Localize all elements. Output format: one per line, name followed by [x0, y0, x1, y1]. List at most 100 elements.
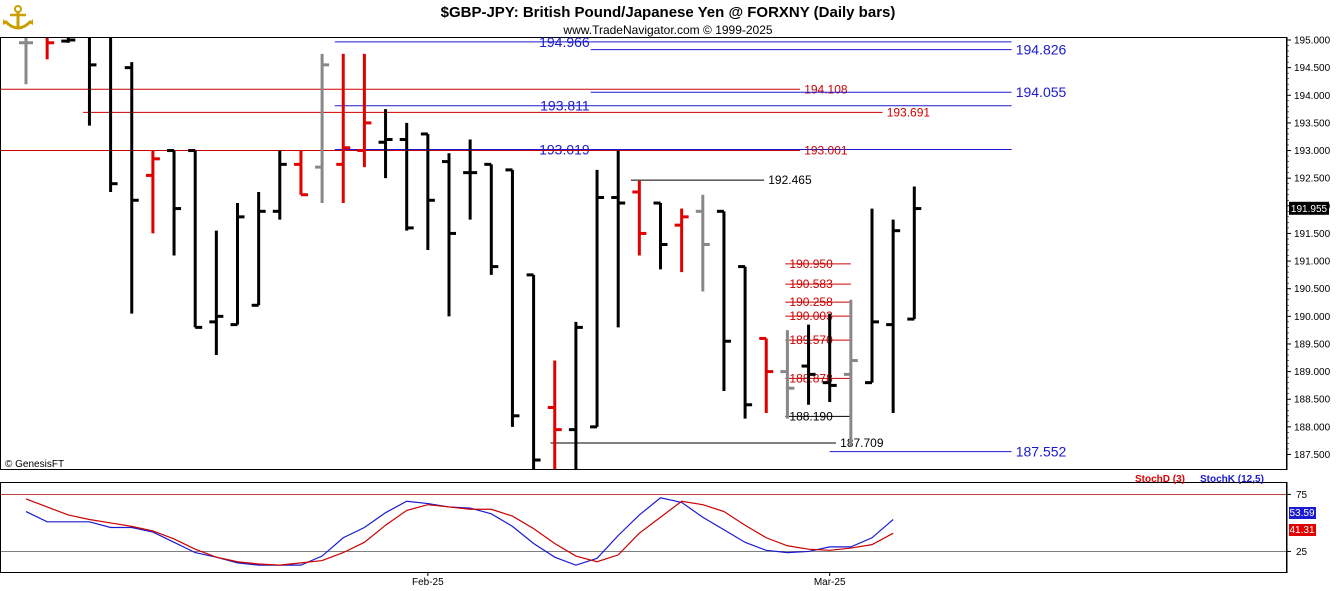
level-label-6: 193.019 — [539, 141, 590, 157]
stoch-k-last: 53.59 — [1289, 508, 1314, 519]
y-tick-label: 190.000 — [1294, 312, 1331, 323]
price-bar — [568, 321, 583, 469]
price-bar — [505, 168, 520, 427]
last-price-badge — [1289, 201, 1329, 215]
y-tick-label: 191.000 — [1294, 257, 1331, 268]
level-label-1: 194.826 — [1016, 42, 1067, 58]
price-bar — [865, 208, 879, 385]
y-tick-label: 188.000 — [1294, 422, 1331, 433]
y-tick-label: 187.500 — [1294, 450, 1331, 461]
price-bar — [442, 153, 456, 317]
price-bar — [907, 186, 922, 321]
x-tick-label: Mar-25 — [814, 577, 846, 588]
stoch-series-d — [25, 498, 894, 566]
y-tick-label: 189.000 — [1294, 367, 1331, 378]
price-bar — [886, 219, 901, 414]
price-axis: 187.500 188.000 188.500 189.000 189.500 190.0… — [1287, 36, 1331, 461]
y-tick-label: 189.500 — [1294, 339, 1331, 350]
stoch-d-badge — [1289, 524, 1316, 536]
price-bar — [124, 62, 139, 314]
y-tick-label: 190.500 — [1294, 284, 1331, 295]
price-bars — [19, 38, 922, 469]
y-tick-label: 193.500 — [1294, 118, 1331, 129]
stochastic-panel — [0, 482, 1287, 573]
stoch-k-badge — [1289, 507, 1316, 519]
price-bar — [801, 324, 816, 405]
price-bar — [716, 209, 731, 391]
price-bar — [167, 149, 182, 256]
price-bar — [251, 191, 266, 307]
level-label-12: 190.003 — [789, 309, 833, 323]
price-bar — [315, 53, 330, 204]
stoch-d-legend: StochD (3) — [1135, 474, 1185, 485]
level-label-13: 189.570 — [789, 333, 833, 347]
price-bar — [547, 360, 562, 469]
y-tick-label: 188.500 — [1294, 395, 1331, 406]
price-bar — [526, 273, 541, 469]
level-label-0: 194.966 — [539, 34, 590, 50]
price-bar — [463, 139, 478, 220]
level-label-17: 187.552 — [1016, 444, 1067, 460]
price-levels: 194.966 194.826 194.108 194.055 193.811 193.6… — [1, 34, 1067, 460]
stoch-k-legend: StochK (12,5) — [1200, 474, 1264, 485]
level-label-3: 194.055 — [1016, 84, 1067, 100]
price-bar — [357, 53, 372, 168]
price-bar — [145, 150, 160, 234]
level-label-7: 193.001 — [804, 143, 848, 157]
price-bar — [611, 150, 626, 328]
price-bar — [843, 299, 858, 447]
level-label-9: 190.950 — [789, 257, 833, 271]
price-bar — [45, 38, 55, 60]
stoch-tick-label: 75 — [1296, 490, 1308, 501]
stoch-tick-label: 25 — [1296, 547, 1308, 558]
price-bar — [87, 38, 97, 126]
stochastic-lines — [1, 494, 1286, 566]
price-bar — [19, 38, 33, 85]
price-bar — [61, 38, 76, 43]
price-bar — [230, 203, 245, 327]
stoch-d-last: 41.31 — [1289, 525, 1314, 536]
price-bar — [209, 230, 224, 356]
price-bar — [399, 122, 414, 231]
date-axis: Feb-25 Mar-25 — [412, 572, 846, 588]
price-bar — [632, 180, 647, 256]
price-bar — [420, 132, 435, 251]
chart-subtitle: www.TradeNavigator.com © 1999-2025 — [562, 23, 772, 37]
y-tick-label: 192.500 — [1294, 174, 1331, 185]
price-bar — [695, 194, 710, 292]
price-bar — [109, 38, 118, 192]
price-bar — [738, 265, 753, 419]
price-bar — [674, 208, 689, 273]
stochastic-axis: 25 75 — [1287, 490, 1308, 558]
price-bar — [759, 336, 774, 414]
level-label-2: 194.108 — [804, 82, 848, 96]
price-bar — [272, 150, 287, 220]
y-tick-label: 193.000 — [1294, 146, 1331, 157]
price-bar — [378, 109, 393, 179]
price-bar — [484, 162, 499, 275]
level-label-8: 192.465 — [768, 173, 812, 187]
y-tick-label: 195.000 — [1294, 36, 1331, 47]
level-label-10: 190.583 — [789, 277, 833, 291]
y-tick-label: 194.500 — [1294, 63, 1331, 74]
level-label-16: 187.709 — [840, 436, 884, 450]
watermark: © GenesisFT — [5, 459, 64, 470]
price-panel — [0, 37, 1287, 470]
anchor-logo-icon — [3, 5, 33, 30]
price-bar — [590, 169, 605, 429]
x-tick-label: Feb-25 — [412, 577, 444, 588]
price-bar — [188, 149, 203, 329]
level-label-11: 190.258 — [789, 295, 833, 309]
price-bar — [336, 53, 351, 204]
price-bar — [780, 330, 795, 419]
price-bar — [653, 201, 668, 270]
level-label-14: 188.878 — [789, 371, 833, 385]
price-bar — [822, 313, 837, 402]
level-label-15: 188.190 — [789, 409, 833, 423]
last-price-value: 191.955 — [1291, 204, 1328, 215]
price-bar — [293, 150, 308, 197]
level-label-5: 193.691 — [887, 105, 931, 119]
y-tick-label: 194.000 — [1294, 91, 1331, 102]
y-tick-label: 191.500 — [1294, 229, 1331, 240]
